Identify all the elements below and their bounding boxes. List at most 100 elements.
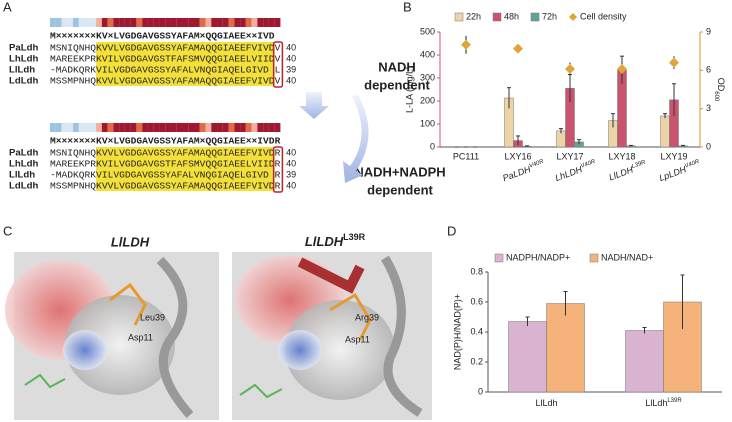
conservation-bar: [257, 18, 264, 27]
marker: [617, 64, 627, 75]
conservation-bar: [107, 123, 114, 132]
structure-right: [232, 252, 432, 420]
conservation-bar: [205, 18, 212, 27]
conservation-bar: [113, 123, 120, 132]
conservation-bar: [268, 18, 275, 27]
conservation-bar: [194, 123, 200, 132]
position: 39: [286, 64, 296, 74]
mutation-superscript: L39R: [631, 159, 647, 170]
conservation-bar: [199, 18, 206, 27]
dependency-label: NADH: [378, 59, 416, 74]
conservation-bar: [211, 18, 218, 27]
conservation-bar: [73, 123, 79, 132]
sequence: MSSMPNHQKVVLVGDGAVGSSYAFAMAQQGIAEEFVIVD: [50, 181, 275, 192]
y-tick-label: 100: [420, 118, 435, 128]
bar: [556, 130, 566, 148]
conservation-bar: [124, 123, 131, 132]
conservation-bar: [274, 123, 281, 132]
legend-label: NADH/NAD+: [601, 252, 653, 262]
conservation-bar: [182, 123, 189, 132]
panel-label: A: [3, 0, 12, 14]
sequence-name: LhLdh: [9, 54, 38, 65]
sequence-name: LhLdh: [9, 159, 38, 170]
site-box: [272, 41, 284, 88]
conservation-bar: [222, 123, 229, 132]
site-residue: V: [275, 54, 281, 65]
panel-label: B: [403, 0, 412, 14]
sequence: MSNIQNHQKVVLVGDGAVGSSYAFAMAQQGIAEEFVIVD: [50, 43, 275, 54]
strain-text: LlLDH: [608, 165, 635, 183]
conservation-bar: [205, 123, 212, 132]
bar: [508, 321, 547, 393]
conservation-bar: [90, 123, 97, 132]
y-tick-label: 0.2: [470, 356, 483, 366]
sequence-name: LdLdh: [9, 181, 38, 192]
conservation-bar: [188, 18, 194, 27]
x-tick-label: LXY18: [608, 151, 635, 161]
x-tick-label: LXY17: [556, 151, 583, 161]
sequence-name: PaLdh: [9, 43, 38, 54]
position: 40: [286, 180, 296, 190]
conservation-bar: [124, 18, 131, 27]
conservation-bar: [170, 123, 177, 132]
site-residue: L: [275, 65, 281, 76]
position: 40: [286, 75, 296, 85]
conservation-bar: [136, 18, 143, 27]
site-residue: V: [275, 43, 281, 54]
conservation-bar: [188, 123, 194, 132]
position: 40: [286, 158, 296, 168]
conservation-bar: [55, 18, 62, 27]
site-residue: R: [275, 148, 281, 159]
legend-swatch: [530, 12, 540, 22]
conservation-bar: [263, 18, 269, 27]
site-residue: R: [275, 159, 281, 170]
sequence: -MADKQRKVILVGDGAVGSSYAFALVNQGIAQELGIVD: [50, 170, 269, 181]
legend-label: Cell density: [580, 11, 627, 21]
mutation-superscript: V40R: [684, 158, 701, 169]
category-superscript: L39R: [667, 398, 682, 404]
conservation-bar: [228, 123, 235, 132]
marker: [513, 43, 523, 54]
conservation-bar: [240, 18, 246, 27]
y2-axis-label: OD600: [713, 78, 725, 102]
sequence-name: LdLdh: [9, 76, 38, 87]
y-tick-label: 400: [420, 49, 435, 59]
residue-label: Asp11: [128, 332, 153, 342]
legend-label: 72h: [542, 11, 557, 21]
x-tick-label: LlLdhL39R: [645, 398, 682, 409]
conservation-bar: [73, 18, 79, 27]
conservation-bar: [142, 123, 148, 132]
conservation-bar: [78, 18, 85, 27]
conservation-bar: [67, 18, 74, 27]
conservation-bar: [101, 18, 108, 27]
y-tick-label: 200: [420, 95, 435, 105]
y2-label-text: OD: [716, 78, 726, 92]
legend-label: 22h: [466, 11, 481, 21]
arrow: [343, 95, 369, 183]
x-tick-label: LXY19: [660, 151, 687, 161]
strain-label: PaLDHV40R: [501, 158, 547, 183]
dependency-label: dependent: [364, 77, 430, 92]
arrow: [299, 92, 329, 119]
legend-swatch: [492, 12, 502, 22]
conservation-bar: [130, 123, 137, 132]
consensus: M×××××××KV×LVGDGAVGSSYAFAM×QQGIAEE××IVD: [50, 31, 275, 42]
strain-label: LpLDHV40R: [658, 158, 703, 183]
legend-swatch: [589, 253, 599, 263]
bar: [625, 330, 664, 393]
legend-swatch: [494, 253, 504, 263]
mutation-superscript: V40R: [528, 158, 545, 169]
conservation-bar: [228, 18, 235, 27]
strain-text: PaLDH: [501, 164, 532, 183]
conservation-bar: [101, 123, 108, 132]
y-axis-label: NAD(P)H/NAD(P)+: [452, 294, 462, 370]
y2-tick-label: 0: [706, 141, 711, 151]
x-tick-label: LXY16: [504, 151, 531, 161]
dependency-label: NADH+NADPH: [354, 164, 445, 179]
conservation-bar: [245, 123, 252, 132]
conservation-bar: [142, 18, 148, 27]
conservation-bar: [176, 18, 183, 27]
conservation-bar: [170, 18, 177, 27]
legend-swatch: [454, 12, 464, 22]
